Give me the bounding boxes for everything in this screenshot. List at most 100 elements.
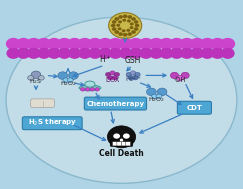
- Text: CDT: CDT: [186, 105, 202, 111]
- Circle shape: [38, 76, 44, 80]
- Text: H$_2$O$_2$: H$_2$O$_2$: [60, 79, 77, 88]
- Circle shape: [109, 48, 122, 58]
- FancyBboxPatch shape: [110, 140, 133, 146]
- Circle shape: [127, 19, 131, 22]
- Circle shape: [7, 48, 20, 58]
- Circle shape: [118, 32, 123, 36]
- Circle shape: [67, 78, 73, 82]
- Circle shape: [200, 39, 214, 49]
- Circle shape: [135, 24, 139, 27]
- Circle shape: [112, 27, 116, 31]
- Circle shape: [88, 39, 102, 49]
- Circle shape: [95, 88, 99, 91]
- Text: Chemotherapy: Chemotherapy: [86, 101, 145, 107]
- Text: ·OH: ·OH: [174, 77, 186, 83]
- Circle shape: [68, 48, 81, 58]
- Ellipse shape: [79, 85, 101, 91]
- Circle shape: [38, 48, 50, 58]
- Circle shape: [134, 20, 139, 24]
- FancyBboxPatch shape: [31, 99, 54, 108]
- Circle shape: [160, 48, 173, 58]
- Circle shape: [114, 17, 119, 21]
- Circle shape: [149, 39, 163, 49]
- Ellipse shape: [85, 81, 95, 87]
- Circle shape: [31, 71, 41, 79]
- Circle shape: [150, 48, 163, 58]
- Circle shape: [90, 88, 95, 91]
- Circle shape: [160, 39, 173, 49]
- Circle shape: [130, 22, 134, 26]
- Circle shape: [140, 48, 152, 58]
- Circle shape: [211, 39, 224, 49]
- Circle shape: [127, 32, 132, 36]
- Circle shape: [130, 71, 136, 75]
- Circle shape: [152, 94, 157, 99]
- Circle shape: [99, 48, 112, 58]
- Circle shape: [221, 39, 234, 49]
- Circle shape: [130, 26, 133, 29]
- Circle shape: [201, 48, 214, 58]
- Circle shape: [170, 72, 179, 79]
- Circle shape: [98, 39, 112, 49]
- Circle shape: [111, 24, 116, 27]
- Circle shape: [68, 39, 81, 49]
- Circle shape: [139, 39, 153, 49]
- Circle shape: [78, 48, 91, 58]
- Text: GSH: GSH: [124, 56, 141, 65]
- Circle shape: [122, 19, 126, 22]
- Circle shape: [147, 88, 156, 96]
- Circle shape: [47, 39, 61, 49]
- Circle shape: [112, 76, 117, 80]
- Circle shape: [63, 78, 69, 82]
- Circle shape: [127, 15, 132, 19]
- Circle shape: [128, 76, 134, 80]
- Circle shape: [122, 29, 126, 32]
- Circle shape: [156, 94, 162, 99]
- FancyBboxPatch shape: [177, 101, 211, 114]
- Circle shape: [114, 72, 120, 77]
- Circle shape: [181, 72, 189, 79]
- Circle shape: [27, 39, 41, 49]
- Circle shape: [211, 48, 224, 58]
- Circle shape: [126, 29, 130, 32]
- Text: H$_2$O$_2$: H$_2$O$_2$: [148, 95, 165, 104]
- Circle shape: [69, 72, 78, 79]
- Circle shape: [157, 88, 167, 96]
- Circle shape: [118, 15, 123, 19]
- Circle shape: [130, 48, 142, 58]
- FancyBboxPatch shape: [84, 97, 147, 110]
- Circle shape: [131, 17, 136, 21]
- Circle shape: [221, 48, 234, 58]
- Circle shape: [135, 72, 140, 77]
- Text: Fe$^{2+}$: Fe$^{2+}$: [124, 73, 142, 84]
- Circle shape: [109, 39, 122, 49]
- Circle shape: [118, 27, 122, 30]
- Circle shape: [119, 39, 132, 49]
- Circle shape: [58, 72, 68, 79]
- Circle shape: [7, 39, 20, 49]
- Circle shape: [17, 48, 30, 58]
- Circle shape: [191, 48, 203, 58]
- FancyBboxPatch shape: [117, 142, 122, 146]
- Circle shape: [108, 76, 113, 80]
- Circle shape: [78, 39, 92, 49]
- Circle shape: [109, 13, 142, 38]
- FancyBboxPatch shape: [113, 142, 117, 146]
- Circle shape: [37, 39, 51, 49]
- Circle shape: [58, 39, 71, 49]
- Circle shape: [119, 48, 132, 58]
- Circle shape: [190, 39, 204, 49]
- Circle shape: [134, 27, 139, 31]
- Text: H$_2$S: H$_2$S: [29, 77, 43, 86]
- Circle shape: [180, 39, 194, 49]
- Circle shape: [107, 126, 136, 148]
- Circle shape: [89, 48, 101, 58]
- Circle shape: [123, 133, 130, 139]
- Circle shape: [126, 72, 131, 77]
- Ellipse shape: [120, 139, 123, 142]
- Circle shape: [27, 48, 40, 58]
- Circle shape: [170, 39, 183, 49]
- Circle shape: [116, 24, 120, 27]
- Circle shape: [170, 48, 183, 58]
- Circle shape: [133, 76, 138, 80]
